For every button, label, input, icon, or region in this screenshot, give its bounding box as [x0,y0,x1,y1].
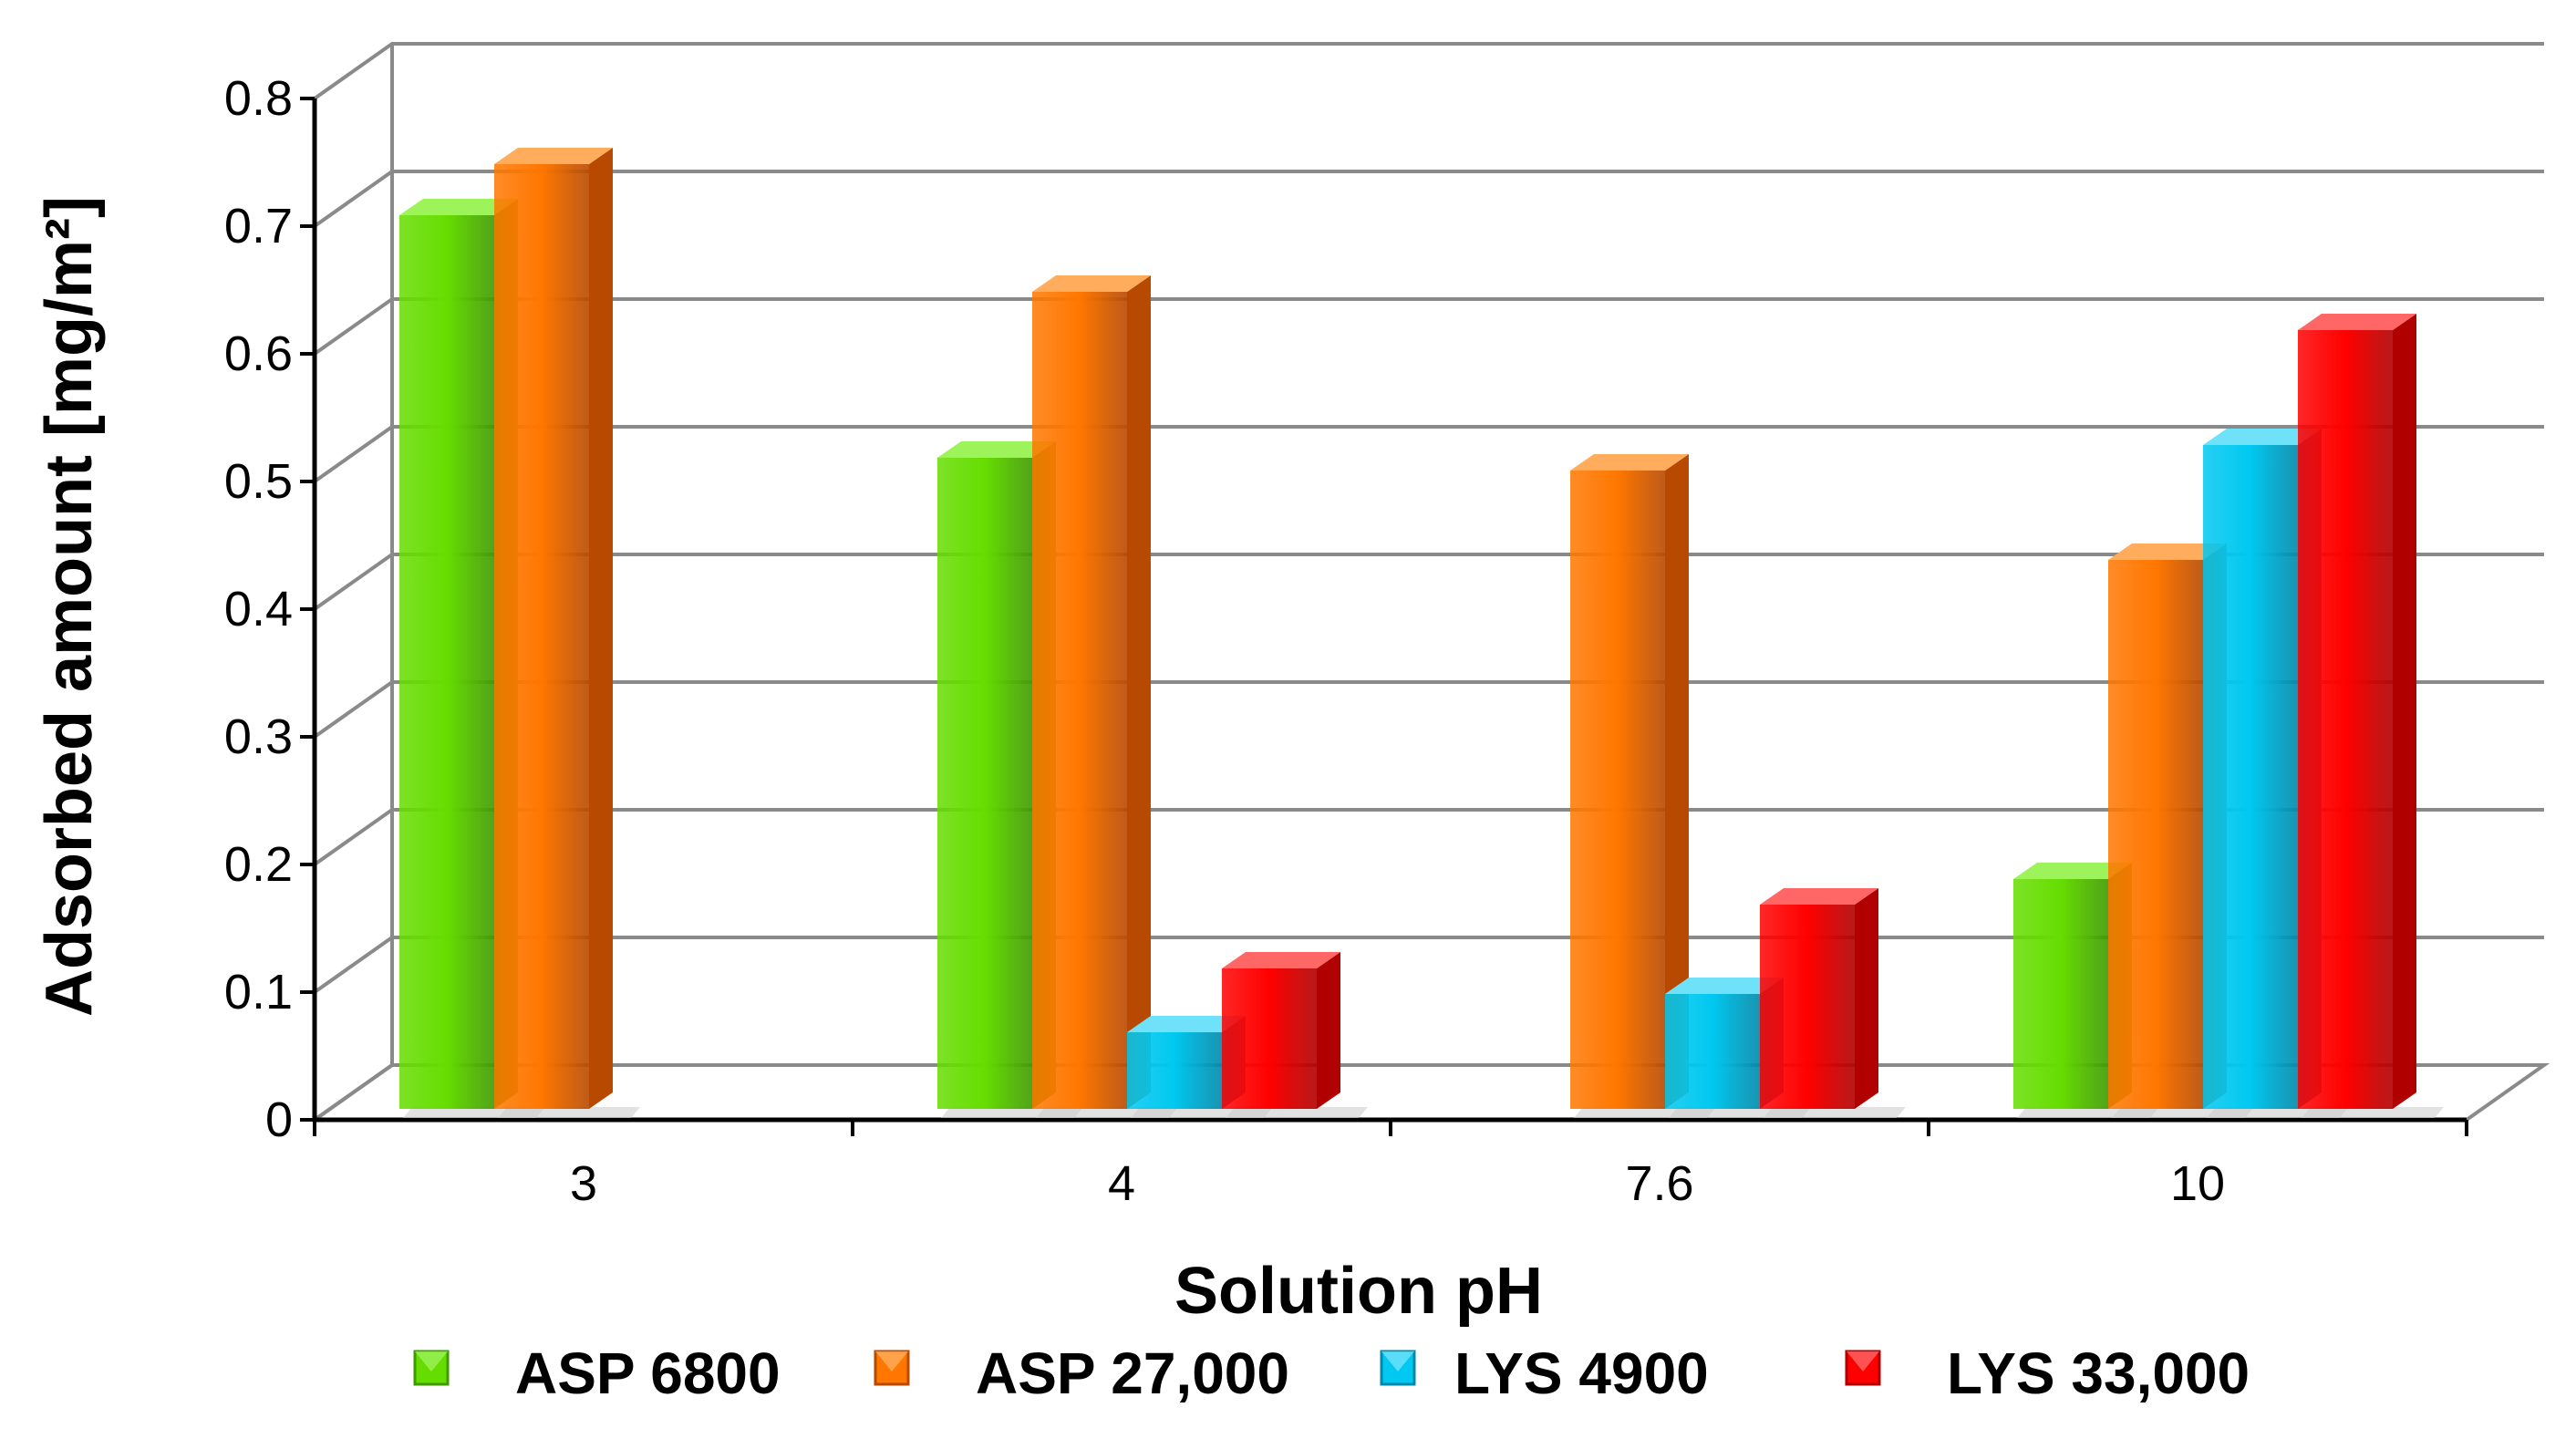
bar-top [1760,888,1878,905]
bar [1222,952,1368,1118]
legend-swatch-highlight [1381,1351,1414,1371]
bar-side [589,148,613,1109]
y-axis-title: Adsorbed amount [mg/m²] [33,196,106,1017]
bar-front [937,458,1032,1109]
bar-front [1127,1032,1222,1109]
y-tick-label: 0.4 [224,582,293,637]
legend-swatch-highlight [875,1351,908,1371]
bar-top [1127,1016,1246,1032]
legend: ASP 6800 ASP 27,000 LYS 4900 LYS 33,000 [413,1340,2250,1406]
y-tick-label: 0.6 [224,326,293,381]
bars [399,148,2444,1118]
y-tick-label: 0.1 [224,965,293,1019]
legend-item: LYS 33,000 [1845,1340,2250,1406]
bar-front [2013,879,2108,1109]
legend-item: LYS 4900 [1380,1340,1709,1406]
axes [300,97,2468,1136]
bar-front [1665,994,1760,1109]
x-tick-label: 3 [570,1156,597,1211]
bar-top [1570,454,1689,471]
bar-top [2013,863,2132,879]
bar-front [1760,905,1855,1109]
x-tick-label: 7.6 [1625,1156,1693,1211]
legend-label: ASP 6800 [515,1340,781,1406]
bar [1570,454,1716,1118]
bar-front [2298,330,2393,1109]
bar [1032,275,1178,1118]
y-tick-label: 0.8 [224,71,293,126]
bar-shadow [1226,1107,1368,1118]
y-tick-label: 0.3 [224,709,293,764]
legend-label: LYS 4900 [1454,1340,1709,1406]
y-tick-label: 0.5 [224,454,293,509]
bar-top [494,148,613,164]
bar-top [399,199,518,215]
tick-labels: 0 0.1 0.2 0.3 0.4 0.5 0.6 0.7 0.8 3 4 7.6 10 [224,71,2225,1211]
x-tick-label: 10 [2170,1156,2225,1211]
legend-swatch-highlight [1847,1351,1879,1371]
bar-front [1222,968,1317,1109]
legend-label: ASP 27,000 [976,1340,1289,1406]
bar-side [2393,314,2416,1109]
bar [2298,314,2444,1118]
y-tick-label: 0.2 [224,837,293,892]
bar-side [1855,888,1878,1109]
bar-shadow [498,1107,640,1118]
legend-item: ASP 6800 [413,1340,781,1406]
bar-front [399,215,494,1109]
legend-label: LYS 33,000 [1947,1340,2250,1406]
bar [494,148,640,1118]
bar-top [2298,314,2416,330]
bar-front [2108,560,2203,1109]
bar-front [2203,445,2298,1109]
legend-swatch-highlight [415,1351,448,1371]
bar-shadow [2302,1107,2444,1118]
legend-item: ASP 27,000 [874,1340,1289,1406]
bar-top [1222,952,1340,968]
bar-top [2203,429,2322,445]
bar-side [1127,275,1151,1109]
bar-shadow [1764,1107,1906,1118]
bar-side [1317,952,1340,1109]
bar-top [2108,543,2227,560]
y-tick-label: 0 [265,1092,293,1147]
x-axis-title: Solution pH [1174,1255,1543,1328]
bar-front [1032,292,1127,1109]
bar-front [1570,471,1665,1109]
x-tick-label: 4 [1108,1156,1135,1211]
bar-top [937,441,1056,458]
bar-top [1032,275,1151,292]
bar [1760,888,1906,1118]
y-tick-label: 0.7 [224,199,293,254]
bar-front [494,164,589,1109]
bar-top [1665,978,1784,994]
bar-side [1665,454,1689,1109]
